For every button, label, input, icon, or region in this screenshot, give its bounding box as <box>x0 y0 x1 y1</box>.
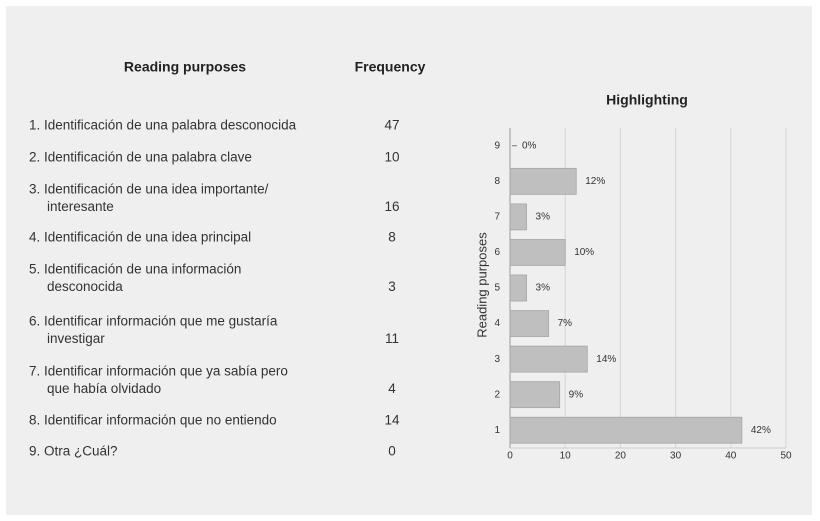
value-label: 14% <box>596 354 616 365</box>
table-header: Frequency <box>355 59 426 75</box>
row-label: que había olvidado <box>47 381 161 396</box>
row-label: 4. Identificación de una idea principal <box>29 230 251 245</box>
bar <box>509 274 527 302</box>
row-label: 8. Identificar información que no entien… <box>29 413 277 428</box>
value-label: 42% <box>751 425 771 436</box>
y-tick-label: 9 <box>494 140 500 151</box>
x-tick-label: 20 <box>615 451 627 462</box>
value-label: 10% <box>574 247 594 258</box>
row-label: interesante <box>47 199 114 214</box>
value-label: 12% <box>585 176 605 187</box>
row-label: 3. Identificación de una idea importante… <box>29 182 269 197</box>
row-label: 5. Identificación de una información <box>29 262 241 277</box>
frequency: 47 <box>384 118 399 133</box>
frequency: 10 <box>384 150 399 165</box>
bar <box>509 203 527 231</box>
y-tick-label: 4 <box>494 318 500 329</box>
row-label: desconocida <box>47 279 123 294</box>
bar <box>509 345 588 373</box>
table-header: Reading purposes <box>124 59 246 75</box>
frequency: 14 <box>384 413 400 428</box>
y-tick-label: 8 <box>494 176 500 187</box>
x-tick-label: 50 <box>780 451 792 462</box>
frequency: 3 <box>388 279 396 294</box>
y-tick-label: 2 <box>494 389 500 400</box>
row-label: 6. Identificar información que me gustar… <box>29 314 278 329</box>
frequency: 11 <box>385 331 399 346</box>
value-label: 9% <box>569 389 584 400</box>
chart-title: Highlighting <box>606 92 688 108</box>
row-label: investigar <box>47 331 105 346</box>
row-label: 2. Identificación de una palabra clave <box>29 150 252 165</box>
bar <box>509 310 550 337</box>
y-tick-label: 3 <box>494 354 500 365</box>
bar <box>509 381 561 409</box>
row-label: 9. Otra ¿Cuál? <box>29 444 118 459</box>
frequency: 0 <box>388 444 396 459</box>
frequency: 8 <box>388 230 396 245</box>
y-tick-label: 6 <box>494 247 500 258</box>
bar <box>509 167 577 195</box>
frequency: 16 <box>384 199 399 214</box>
bar <box>509 416 743 444</box>
x-tick-label: 30 <box>670 451 682 462</box>
value-label: 3% <box>536 212 551 223</box>
y-tick-label: 1 <box>494 425 500 436</box>
y-axis-label: Reading purposes <box>474 232 489 338</box>
x-tick-label: 10 <box>560 451 572 462</box>
x-tick-label: 40 <box>725 451 737 462</box>
value-label: 3% <box>536 283 551 294</box>
bar <box>509 239 566 266</box>
frequency: 4 <box>388 381 396 396</box>
y-tick-label: 5 <box>494 283 500 294</box>
value-label: 0% <box>522 140 537 151</box>
row-label: 7. Identificar información que ya sabía … <box>29 364 288 379</box>
y-tick-label: 7 <box>494 212 500 223</box>
value-label: 7% <box>558 318 573 329</box>
x-tick-label: 0 <box>507 451 513 462</box>
row-label: 1. Identificación de una palabra descono… <box>29 118 297 133</box>
